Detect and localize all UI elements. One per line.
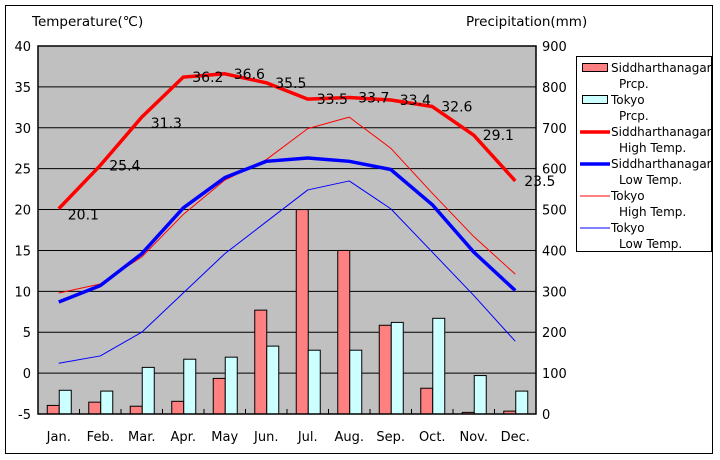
x-axis-label: Dec. bbox=[501, 430, 530, 445]
right-axis-tick-label: 900 bbox=[542, 40, 567, 55]
legend-siddharthanagar-low-temp: Siddharthanagar Low Temp. bbox=[580, 157, 712, 187]
left-axis-tick-label: 30 bbox=[14, 122, 31, 137]
left-axis-tick-label: 15 bbox=[14, 244, 31, 259]
x-axis-label: Jul. bbox=[297, 430, 318, 445]
right-axis-tick-label: 300 bbox=[542, 285, 567, 300]
x-axis-label: Apr. bbox=[171, 430, 196, 445]
right-axis-tick-label: 800 bbox=[542, 81, 567, 96]
tokyo-high-temp-line bbox=[58, 116, 516, 294]
data-label: 31.3 bbox=[151, 116, 182, 132]
bar-siddharthanagar-prcp bbox=[212, 377, 226, 415]
legend: SiddharthanagarPrcp.TokyoPrcp.Siddhartha… bbox=[576, 56, 712, 252]
legend-label: Tokyo bbox=[610, 93, 645, 107]
bar-tokyo-prcp bbox=[224, 356, 238, 415]
data-label: 36.2 bbox=[192, 70, 223, 86]
bar-tokyo-prcp bbox=[100, 390, 114, 415]
bar-siddharthanagar-prcp bbox=[420, 387, 434, 415]
data-label: 32.6 bbox=[441, 100, 472, 116]
siddharthanagar-low-temp-line bbox=[58, 156, 517, 304]
bar-siddharthanagar-prcp bbox=[129, 405, 143, 415]
bar-tokyo-prcp bbox=[432, 317, 446, 415]
legend-tokyo-high-temp: Tokyo High Temp. bbox=[580, 189, 686, 219]
left-axis-title: Temperature(℃) bbox=[31, 14, 143, 30]
legend-label: High Temp. bbox=[619, 141, 686, 155]
left-axis-tick-label: 20 bbox=[14, 204, 31, 219]
left-axis-tick-label: 5 bbox=[23, 326, 31, 341]
legend-tokyo-low-temp: Tokyo Low Temp. bbox=[580, 221, 682, 251]
left-axis-tick-label: 0 bbox=[23, 367, 31, 382]
bar-siddharthanagar-prcp bbox=[378, 324, 392, 415]
x-axis-label: Sep. bbox=[376, 430, 405, 445]
data-label: 25.4 bbox=[109, 158, 140, 174]
right-axis-tick-label: 200 bbox=[542, 326, 567, 341]
x-axis-label: Jan. bbox=[46, 430, 71, 445]
legend-label: Siddharthanagar bbox=[611, 157, 712, 171]
plot-area: 20.1 25.4 31.3 36.2 36.6 35.5 33.5 33.7 33.4 32.6… bbox=[14, 40, 566, 445]
left-axis-tick-label: 25 bbox=[14, 163, 31, 178]
legend-siddharthanagar-high-temp: Siddharthanagar High Temp. bbox=[580, 125, 712, 155]
legend-label: Low Temp. bbox=[619, 237, 682, 251]
right-axis-title: Precipitation(mm) bbox=[466, 14, 587, 30]
legend-label: Siddharthanagar bbox=[611, 125, 712, 139]
bar-tokyo-prcp bbox=[390, 321, 404, 415]
left-axis-tick-label: -5 bbox=[18, 408, 31, 423]
plot-frame bbox=[37, 45, 537, 415]
bar-siddharthanagar-prcp bbox=[88, 401, 102, 415]
legend-siddharthanagar-prcp: Siddharthanagar Prcp. bbox=[582, 61, 712, 91]
bar-tokyo-prcp bbox=[266, 345, 280, 415]
bar-siddharthanagar-prcp bbox=[295, 209, 309, 415]
left-axis-tick-label: 40 bbox=[14, 40, 31, 55]
bar-tokyo-prcp bbox=[58, 389, 72, 415]
data-label: 20.1 bbox=[68, 208, 99, 224]
data-label: 33.4 bbox=[400, 93, 431, 109]
tokyo-low-temp-line bbox=[58, 180, 516, 364]
legend-label: High Temp. bbox=[619, 205, 686, 219]
siddharthanagar-high-temp-line bbox=[57, 72, 517, 210]
bar-tokyo-prcp bbox=[141, 366, 155, 415]
right-axis-tick-label: 500 bbox=[542, 204, 567, 219]
right-axis-tick-label: 100 bbox=[542, 367, 567, 382]
x-axis-label: Feb. bbox=[87, 430, 114, 445]
right-axis-tick-label: 0 bbox=[542, 408, 550, 423]
data-label: 33.7 bbox=[358, 91, 389, 107]
x-axis-label: Mar. bbox=[128, 430, 155, 445]
bar-tokyo-prcp bbox=[515, 390, 529, 415]
bar-siddharthanagar-prcp bbox=[171, 400, 185, 415]
x-axis-label: May bbox=[211, 430, 238, 445]
bar-siddharthanagar-prcp bbox=[46, 404, 60, 415]
legend-box bbox=[576, 56, 712, 252]
data-label: 29.1 bbox=[483, 128, 514, 144]
x-axis-label: Jun. bbox=[253, 430, 278, 445]
legend-label: Tokyo bbox=[610, 221, 645, 235]
legend-label: Siddharthanagar bbox=[611, 61, 712, 75]
left-axis-tick-label: 10 bbox=[14, 285, 31, 300]
right-axis-tick-label: 600 bbox=[542, 163, 567, 178]
bar-tokyo-prcp bbox=[473, 375, 487, 415]
right-axis-tick-label: 700 bbox=[542, 122, 567, 137]
bar-siddharthanagar-prcp bbox=[337, 249, 351, 415]
data-label: 33.5 bbox=[317, 92, 348, 108]
legend-swatch bbox=[582, 95, 608, 104]
x-axis-label: Aug. bbox=[334, 430, 364, 445]
data-label: 35.5 bbox=[275, 76, 306, 92]
legend-label: Tokyo bbox=[610, 189, 645, 203]
x-axis-label: Nov. bbox=[460, 430, 489, 445]
legend-label: Prcp. bbox=[619, 109, 649, 123]
legend-tokyo-prcp: Tokyo Prcp. bbox=[582, 93, 649, 123]
bar-tokyo-prcp bbox=[349, 349, 363, 415]
bar-tokyo-prcp bbox=[183, 358, 197, 415]
left-axis-tick-label: 35 bbox=[14, 81, 31, 96]
right-axis-tick-label: 400 bbox=[542, 244, 567, 259]
data-label: 23.5 bbox=[524, 174, 555, 190]
legend-label: Prcp. bbox=[619, 77, 649, 91]
bar-siddharthanagar-prcp bbox=[254, 309, 268, 415]
x-axis-label: Oct. bbox=[419, 430, 446, 445]
legend-swatch bbox=[582, 63, 608, 72]
bar-tokyo-prcp bbox=[307, 349, 321, 415]
data-label: 36.6 bbox=[234, 67, 265, 83]
legend-label: Low Temp. bbox=[619, 173, 682, 187]
